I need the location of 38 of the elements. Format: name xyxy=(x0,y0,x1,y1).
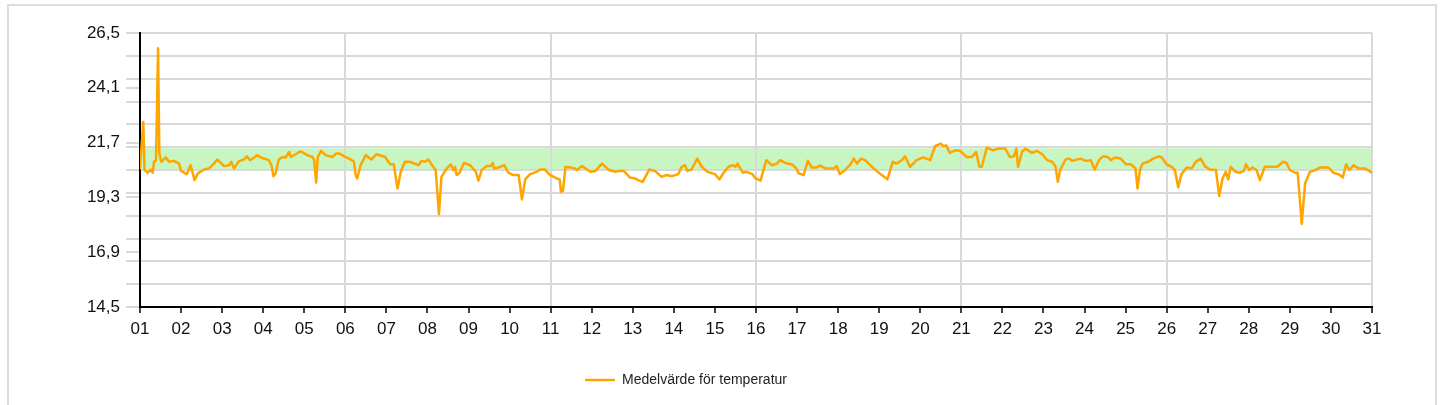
y-tick-label: 21,7 xyxy=(86,132,120,152)
y-tick-label: 26,5 xyxy=(86,22,120,42)
x-tick-label: 18 xyxy=(828,318,848,338)
x-tick-label: 26 xyxy=(1157,318,1177,338)
x-tick-label: 09 xyxy=(459,318,478,338)
x-tick-label: 08 xyxy=(418,318,437,338)
x-tick-label: 21 xyxy=(951,318,971,338)
x-tick-label: 19 xyxy=(869,318,889,338)
x-tick-label: 04 xyxy=(253,318,273,338)
x-tick-label: 13 xyxy=(623,318,643,338)
x-tick-label: 16 xyxy=(746,318,766,338)
x-tick-label: 14 xyxy=(664,318,684,338)
x-tick-label: 15 xyxy=(705,318,725,338)
x-tick-label: 07 xyxy=(376,318,396,338)
x-tick-label: 10 xyxy=(500,318,520,338)
x-tick-label: 23 xyxy=(1034,318,1053,338)
x-tick-label: 11 xyxy=(541,318,560,338)
x-tick-label: 05 xyxy=(294,318,314,338)
x-tick-label: 20 xyxy=(910,318,930,338)
x-tick-label: 24 xyxy=(1075,318,1094,338)
x-tick-label: 27 xyxy=(1198,318,1218,338)
x-tick-label: 25 xyxy=(1116,318,1136,338)
legend-label: Medelvärde för temperatur xyxy=(622,370,788,387)
x-tick-label: 28 xyxy=(1239,318,1259,338)
y-tick-label: 24,1 xyxy=(86,77,120,97)
y-tick-label: 16,9 xyxy=(86,241,120,261)
x-tick-label: 31 xyxy=(1362,318,1382,338)
x-tick-label: 12 xyxy=(582,318,602,338)
x-tick-label: 22 xyxy=(992,318,1012,338)
x-tick-label: 17 xyxy=(787,318,807,338)
x-tick-label: 01 xyxy=(130,318,150,338)
x-tick-label: 30 xyxy=(1321,318,1341,338)
y-tick-label: 19,3 xyxy=(86,187,120,207)
x-tick-label: 02 xyxy=(171,318,191,338)
x-tick-label: 29 xyxy=(1280,318,1300,338)
x-tick-label: 06 xyxy=(335,318,355,338)
x-tick-label: 03 xyxy=(212,318,232,338)
y-tick-label: 14,5 xyxy=(86,296,120,316)
